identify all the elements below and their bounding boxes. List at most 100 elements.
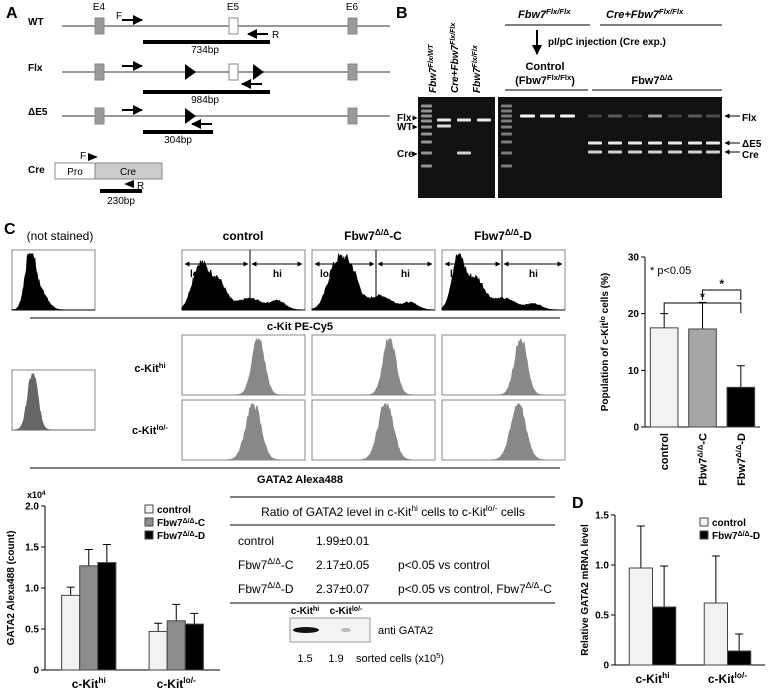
- allele-label: Flx: [28, 63, 43, 74]
- gel-band: [421, 140, 432, 144]
- product-size: 304bp: [164, 135, 192, 146]
- significance-bracket: [702, 289, 742, 300]
- error-bar: [66, 586, 75, 596]
- superscript: 5: [436, 651, 440, 660]
- x-tick-label: c-Kitlo/-: [708, 670, 747, 686]
- histogram: [311, 252, 435, 311]
- cre-gene: [94, 162, 163, 180]
- table-cell: control: [238, 534, 274, 548]
- group-label: Cre+Fbw7Flx/Flx: [606, 7, 684, 22]
- superscript: lo/-: [352, 606, 363, 613]
- y-tick-label: 30: [628, 253, 640, 264]
- panel-label: B: [396, 5, 408, 22]
- y-axis-label: Population of c-Kitlo cells (%): [600, 273, 612, 411]
- text-part: Fbw7: [631, 75, 659, 87]
- cell-unit: sorted cells (x105): [356, 651, 444, 666]
- gel-band: [501, 132, 512, 136]
- gel-band: [588, 141, 602, 145]
- gel-band: [608, 150, 622, 154]
- gel-band: [706, 141, 720, 145]
- construct-label: Pro: [67, 167, 83, 178]
- legend-swatch: [699, 530, 709, 540]
- exon-label: E4: [93, 2, 106, 13]
- legend-label: Fbw7Δ/Δ-C: [157, 518, 205, 530]
- y-scale-label: x104: [27, 490, 46, 501]
- gel-band: [501, 104, 512, 108]
- band-label: ΔE5: [742, 139, 762, 150]
- gel-band: [421, 114, 432, 118]
- bar: [688, 328, 717, 428]
- table-cell: 2.37±0.07: [316, 582, 370, 596]
- gel-band: [628, 150, 642, 154]
- error-bar: [736, 365, 745, 388]
- superscript: Flx/Flx: [547, 73, 572, 82]
- loxp: [185, 64, 196, 80]
- column-label: Fbw7Δ/Δ-D: [474, 227, 532, 243]
- superscript: lo: [600, 316, 607, 322]
- gel-band: [421, 119, 432, 123]
- bar: [703, 602, 728, 666]
- superscript: 4: [42, 490, 46, 497]
- gel: [498, 97, 722, 198]
- superscript: Flx/WT: [428, 44, 435, 68]
- text-part: x10: [27, 490, 42, 500]
- histogram: [312, 403, 435, 461]
- y-tick-label: 2.0: [25, 502, 39, 513]
- lane-label: c-Kitlo/-: [330, 606, 363, 618]
- lane-label: Fbw7Flx/Flx: [472, 44, 484, 93]
- y-axis-label: GATA2 Alexa488 (count): [6, 531, 17, 646]
- band-label: WT: [397, 122, 413, 133]
- superscript: hi: [313, 606, 319, 613]
- allele-label: Cre: [28, 165, 45, 176]
- table-cell: 2.17±0.05: [316, 558, 370, 572]
- histogram-frame: [441, 334, 566, 396]
- gate-label: lo/-: [190, 269, 205, 280]
- y-tick-label: 0: [633, 423, 639, 434]
- mutant-label: Fbw7Δ/Δ: [631, 73, 673, 88]
- gel-band: [628, 141, 642, 145]
- error-bar: [698, 301, 707, 329]
- cell-count: 1.5: [297, 653, 312, 665]
- text-part: c-Kit: [330, 606, 353, 617]
- gel-band: [437, 118, 451, 122]
- x-tick-label: c-Kithi: [72, 675, 106, 691]
- gate-label: lo/-: [450, 269, 465, 280]
- text-part: Fbw7: [157, 531, 183, 542]
- band-label: Flx: [397, 113, 412, 124]
- histogram: [312, 338, 435, 396]
- superscript: Δ/Δ: [505, 227, 519, 237]
- text-part: c-Kit: [291, 606, 314, 617]
- error-bar: [660, 565, 669, 607]
- product-size: 230bp: [107, 196, 135, 207]
- gel-band: [501, 114, 512, 118]
- text-part: -D: [195, 531, 206, 542]
- superscript: lo/-: [486, 503, 498, 513]
- exon: [94, 17, 105, 35]
- y-axis-label: Relative GATA2 mRNA level: [580, 524, 591, 656]
- gate-label: lo/-: [320, 269, 335, 280]
- gel-band: [706, 114, 720, 118]
- pcr-product: [143, 130, 213, 134]
- gel-band: [457, 151, 471, 155]
- primer-label: R: [137, 181, 144, 192]
- text-part: Fbw7: [698, 458, 710, 486]
- bar: [184, 623, 204, 671]
- allele-label: ΔE5: [28, 107, 48, 118]
- error-bar: [660, 313, 669, 328]
- superscript: Δ/Δ: [659, 73, 673, 82]
- text-part: ): [571, 75, 575, 87]
- y-tick-label: 1.5: [25, 543, 39, 554]
- annotation: * p<0.05: [650, 265, 691, 277]
- superscript: Δ/Δ: [267, 556, 281, 566]
- superscript: Δ/Δ: [267, 580, 281, 590]
- x-tick-label: c-Kithi: [635, 670, 669, 686]
- text-part: -D: [519, 229, 532, 243]
- gel-band: [501, 164, 512, 168]
- superscript: Flx/Flx: [472, 44, 479, 67]
- superscript: Δ/Δ: [695, 444, 704, 458]
- y-tick-label: 0.5: [25, 625, 39, 636]
- superscript: Flx/Flx: [450, 22, 457, 45]
- text-part: Ratio of GATA2 level in c-Kit: [261, 505, 412, 519]
- histogram-frame: [311, 334, 436, 396]
